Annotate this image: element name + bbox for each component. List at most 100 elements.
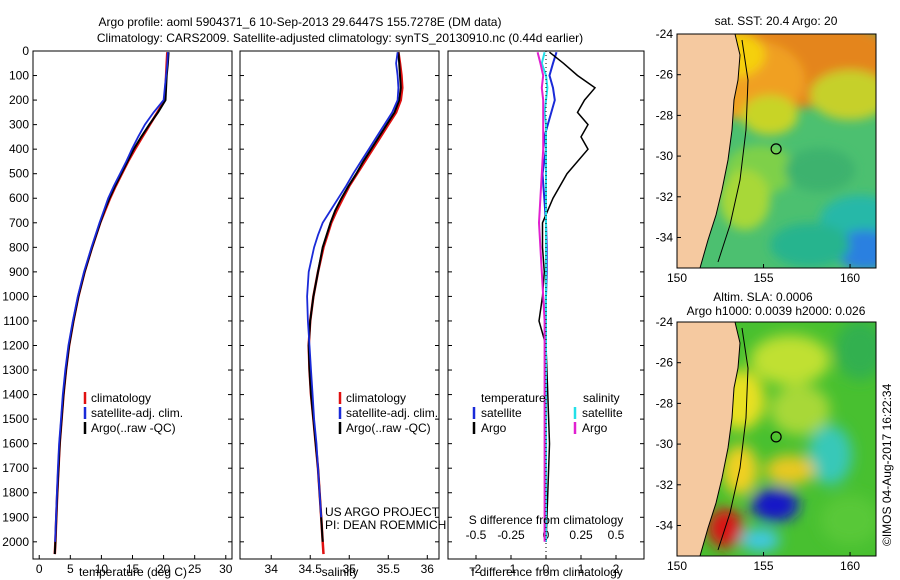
float-position-marker (770, 143, 782, 155)
series-line-salinity-satellite (540, 51, 549, 542)
y-tick-label: 700 (9, 216, 29, 230)
float-position-marker (770, 431, 782, 443)
x-tick-label: 15 (126, 562, 140, 576)
s-difference-tick-label: 0.25 (569, 528, 593, 542)
x-tick-label: 10 (95, 562, 109, 576)
temperature-legend: climatology satellite-adj. clim. Argo(..… (83, 391, 183, 435)
y-tick-label: 200 (9, 93, 29, 107)
sla-map-panel: Altim. SLA: 0.0006 Argo h1000: 0.0039 h2… (656, 290, 877, 573)
sst-heatmap (677, 34, 876, 268)
salinity-legend: climatology satellite-adj. clim. Argo(..… (338, 391, 438, 435)
legend-s-argo-label: Argo (582, 421, 608, 435)
imos-credit: ©IMOS 04-Aug-2017 16:22:34 (880, 383, 894, 546)
series-line-satellite-adj-clim- (53, 52, 170, 555)
s-difference-tick-label: 0.5 (608, 528, 625, 542)
map-x-tick-label: 160 (840, 559, 860, 573)
y-tick-label: 1200 (2, 338, 29, 352)
map-x-tick-label: 160 (840, 271, 860, 285)
legend-temperature-heading: temperature (481, 391, 546, 405)
legend-t-argo-label: Argo (481, 421, 507, 435)
y-tick-label: 300 (9, 118, 29, 132)
legend-argo-label: Argo(..raw -QC) (91, 421, 176, 435)
y-tick-label: 1100 (3, 314, 29, 328)
x-tick-label: 25 (188, 562, 202, 576)
temperature-xlabel: temperature (deg C) (79, 565, 187, 579)
series-line-temperature-argo (538, 51, 597, 542)
sla-map-title-2: Argo h1000: 0.0039 h2000: 0.026 (687, 304, 866, 318)
series-line-salinity-argo (536, 51, 546, 542)
salinity-xlabel: salinity (322, 565, 359, 579)
map-x-tick-label: 150 (667, 271, 687, 285)
map-y-tick-label: -24 (656, 27, 674, 41)
y-tick-label: 1000 (2, 289, 29, 303)
sla-map-frame (676, 321, 877, 557)
x-tick-label: 36 (421, 562, 435, 576)
legend-climatology-label: climatology (346, 391, 406, 405)
map-y-tick-label: -26 (656, 68, 674, 82)
x-tick-label: -1 (506, 562, 517, 576)
x-tick-label: 0 (543, 562, 550, 576)
salinity-axes-frame (239, 50, 440, 560)
x-tick-label: 34.5 (299, 562, 323, 576)
map-y-tick-label: -28 (656, 108, 674, 122)
y-tick-label: 800 (9, 240, 29, 254)
y-tick-label: 100 (9, 69, 29, 83)
y-tick-label: 0 (22, 44, 29, 58)
x-tick-label: 34 (265, 562, 279, 576)
legend-climatology-label: climatology (91, 391, 151, 405)
project-note-line-1: US ARGO PROJECT (325, 505, 440, 519)
sla-heatmap (677, 322, 876, 556)
x-tick-label: 2 (613, 562, 620, 576)
y-tick-label: 1800 (2, 486, 29, 500)
y-tick-label: 1600 (2, 437, 29, 451)
x-tick-label: -2 (471, 562, 482, 576)
x-tick-label: 30 (219, 562, 233, 576)
project-note-line-2: PI: DEAN ROEMMICH (325, 518, 446, 532)
y-tick-label: 400 (9, 142, 29, 156)
legend-t-satellite-label: satellite (481, 406, 522, 420)
y-tick-label: 2000 (2, 535, 29, 549)
sla-map-title-1: Altim. SLA: 0.0006 (713, 290, 813, 304)
map-y-tick-label: -30 (656, 437, 674, 451)
map-y-tick-label: -28 (656, 396, 674, 410)
s-difference-tick-label: -0.5 (466, 528, 487, 542)
sst-map-panel: sat. SST: 20.4 Argo: 20 150 155 160 -24 -26 (656, 14, 877, 285)
salinity-panel: 34 34.5 35 35.5 36 salinity climatology sate… (239, 50, 446, 579)
x-tick-label: 5 (67, 562, 74, 576)
sst-map-title: sat. SST: 20.4 Argo: 20 (715, 14, 838, 28)
x-tick-label: 0 (36, 562, 43, 576)
map-y-tick-label: -34 (656, 230, 674, 244)
legend-satellite-label: satellite-adj. clim. (346, 406, 438, 420)
y-tick-label: 500 (9, 167, 29, 181)
series-line-argo-raw-qc- (54, 52, 169, 542)
map-x-tick-label: 150 (667, 559, 687, 573)
map-x-tick-label: 155 (754, 559, 774, 573)
map-y-tick-label: -24 (656, 315, 674, 329)
y-tick-label: 1300 (2, 363, 29, 377)
y-tick-label: 1700 (2, 461, 29, 475)
x-tick-label: 35 (343, 562, 357, 576)
y-tick-label: 600 (9, 191, 29, 205)
legend-s-satellite-label: satellite (582, 406, 623, 420)
y-tick-label: 1400 (2, 388, 29, 402)
legend-satellite-label: satellite-adj. clim. (91, 406, 183, 420)
t-difference-xlabel: T difference from climatology (469, 565, 623, 579)
map-y-tick-label: -30 (656, 149, 674, 163)
y-tick-label: 1500 (2, 412, 29, 426)
x-tick-label: 20 (157, 562, 171, 576)
map-y-tick-label: -26 (656, 356, 674, 370)
series-line-climatology (307, 52, 404, 555)
temperature-axes-frame (32, 50, 233, 560)
map-y-tick-label: -34 (656, 518, 674, 532)
title-line-1: Argo profile: aoml 5904371_6 10-Sep-2013… (99, 15, 502, 29)
y-tick-label: 1900 (2, 510, 29, 524)
map-y-tick-label: -32 (656, 190, 674, 204)
legend-argo-label: Argo(..raw -QC) (346, 421, 431, 435)
legend-salinity-heading: salinity (583, 391, 620, 405)
sst-map-frame (676, 33, 877, 269)
y-tick-label: 900 (9, 265, 29, 279)
series-line-argo-raw-qc- (306, 52, 400, 518)
temperature-panel: 0100200300400500600700800900100011001200… (2, 44, 232, 579)
